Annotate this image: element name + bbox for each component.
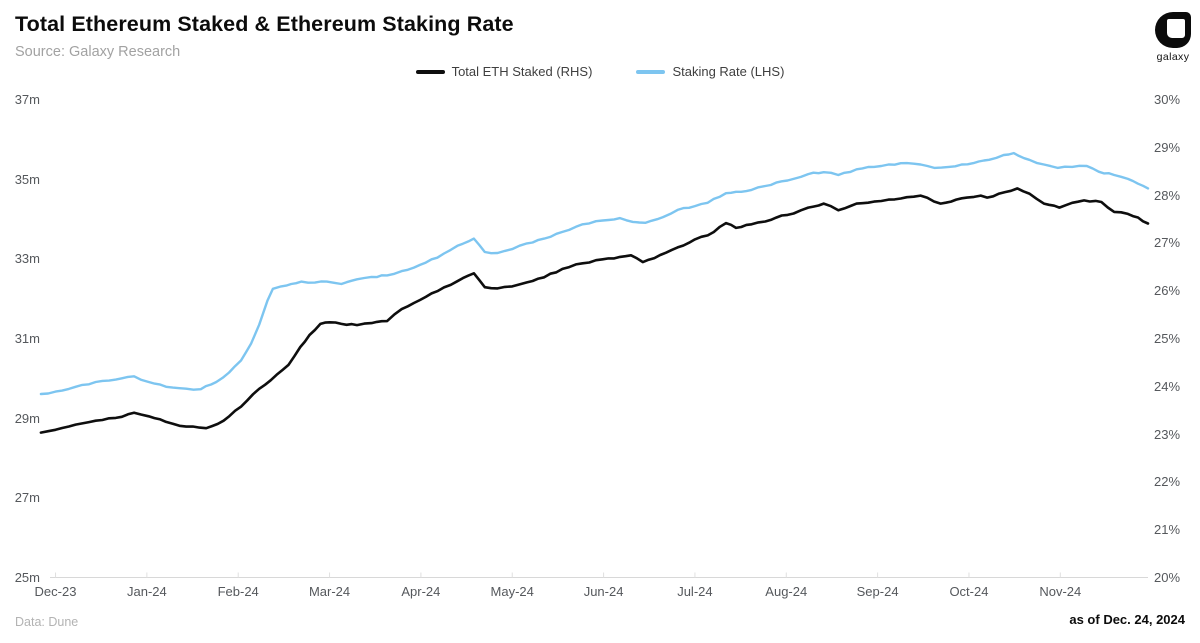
- axis-tick-label: 29%: [1154, 139, 1181, 155]
- series-path-total-eth-staked-rhs-: [39, 187, 1150, 434]
- source-label: Source: Galaxy Research: [15, 44, 181, 60]
- axis-tick-label: Jun-24: [583, 584, 624, 599]
- axis-tick-label: Sep-24: [856, 584, 899, 599]
- axis-tick-label: Mar-24: [308, 584, 351, 599]
- axis-tick-label: 33m: [14, 251, 40, 267]
- axis-tick-label: Jul-24: [677, 584, 713, 599]
- axis-tick-label: Dec-23: [34, 584, 77, 599]
- legend-item-staking-rate: Staking Rate (LHS): [636, 64, 784, 79]
- axis-tick-label: Apr-24: [401, 584, 441, 599]
- axis-tick-label: Aug-24: [765, 584, 808, 599]
- axis-tick-label: Feb-24: [217, 584, 259, 599]
- axis-tick-label: 31m: [14, 331, 40, 346]
- axis-tick-label: Jan-24: [126, 584, 167, 599]
- axis-tick-label: 21%: [1154, 522, 1181, 538]
- axis-tick-label: 28%: [1154, 187, 1181, 203]
- legend-swatch-total-eth-staked: [415, 69, 445, 74]
- legend-label-total-eth-staked: Total ETH Staked (RHS): [451, 64, 593, 79]
- galaxy-logo: galaxy: [1143, 12, 1200, 63]
- galaxy-logo-text: galaxy: [1156, 51, 1190, 63]
- axis-tick-label: 20%: [1154, 570, 1181, 585]
- axis-tick-label: 26%: [1154, 283, 1181, 299]
- series-path-staking-rate-lhs-: [39, 151, 1150, 396]
- axis-tick-label: Oct-24: [949, 584, 989, 599]
- galaxy-logo-hole: [1167, 19, 1185, 38]
- axis-tick-label: 27m: [14, 490, 40, 506]
- legend-item-total-eth-staked: Total ETH Staked (RHS): [415, 64, 593, 79]
- footer-as-of-date: as of Dec. 24, 2024: [1069, 612, 1185, 627]
- axis-tick-label: 23%: [1154, 426, 1181, 442]
- footer-data-source: Data: Dune: [15, 615, 79, 629]
- page-title: Total Ethereum Staked & Ethereum Staking…: [15, 12, 514, 36]
- axis-tick-label: Nov-24: [1039, 584, 1082, 599]
- axis-tick-label: 35m: [14, 171, 40, 187]
- axis-tick-label: 24%: [1154, 378, 1181, 394]
- legend: Staking Rate (LHS) Total ETH Staked (RHS…: [0, 64, 1200, 79]
- legend-swatch-staking-rate: [636, 69, 666, 74]
- axis-tick-label: 25m: [14, 570, 40, 585]
- axis-tick-label: 22%: [1154, 474, 1181, 490]
- axis-tick-label: 37m: [14, 92, 40, 107]
- galaxy-logo-icon: [1155, 12, 1191, 48]
- axis-tick-label: May-24: [490, 584, 534, 599]
- axis-tick-label: 27%: [1154, 235, 1181, 251]
- axis-tick-label: 29m: [14, 410, 40, 426]
- legend-label-staking-rate: Staking Rate (LHS): [672, 64, 785, 79]
- axis-tick-label: 30%: [1154, 92, 1181, 107]
- axis-tick-label: 25%: [1154, 331, 1181, 346]
